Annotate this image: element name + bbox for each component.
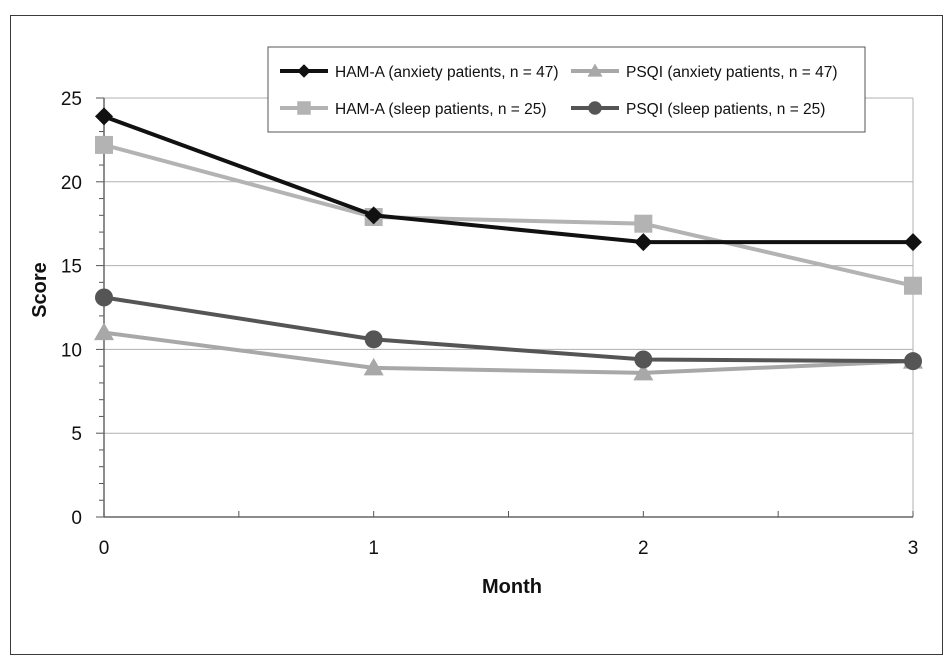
tick-labels: 0 5 10 15 20 25 0 1 2 3 xyxy=(61,89,918,559)
y-tick-label: 0 xyxy=(71,508,82,529)
legend-entry: HAM-A (sleep patients, n = 25) xyxy=(280,101,547,118)
square-marker xyxy=(904,276,922,295)
diamond-marker xyxy=(364,206,383,225)
triangle-marker xyxy=(633,362,654,381)
square-marker xyxy=(95,135,113,154)
circle-marker xyxy=(904,352,922,371)
y-axis-title: Score xyxy=(29,262,51,318)
legend-label: HAM-A (anxiety patients, n = 47) xyxy=(335,64,559,81)
axes xyxy=(96,97,914,518)
legend-box xyxy=(267,46,866,133)
legend-label: PSQI (anxiety patients, n = 47) xyxy=(626,64,838,81)
square-marker xyxy=(634,214,653,233)
series-line xyxy=(103,330,914,375)
line-chart: 0 5 10 15 20 25 0 1 2 3 HAM-A (anxiety patients, … xyxy=(29,46,923,598)
series-line xyxy=(103,295,914,364)
y-tick-label: 10 xyxy=(61,340,82,361)
series-circle xyxy=(95,288,922,371)
diamond-marker xyxy=(95,107,113,126)
legend-entry: PSQI (anxiety patients, n = 47) xyxy=(571,63,838,81)
circle-marker xyxy=(588,101,602,115)
x-tick-label: 3 xyxy=(908,538,919,559)
x-tick-label: 1 xyxy=(368,538,379,559)
triangle-marker xyxy=(363,357,384,376)
legend-entry: PSQI (sleep patients, n = 25) xyxy=(571,101,825,118)
y-tick-label: 20 xyxy=(61,173,82,194)
diamond-marker xyxy=(904,233,922,252)
circle-marker xyxy=(364,330,383,349)
legend-entry: HAM-A (anxiety patients, n = 47) xyxy=(280,64,559,81)
triangle-marker xyxy=(587,63,603,77)
circle-marker xyxy=(634,350,653,369)
square-marker xyxy=(297,101,311,115)
series-diamond xyxy=(95,107,922,252)
series-triangle xyxy=(94,322,923,381)
legend-label: HAM-A (sleep patients, n = 25) xyxy=(335,101,547,118)
y-tick-label: 15 xyxy=(61,257,82,278)
x-tick-label: 0 xyxy=(99,538,110,559)
legend: HAM-A (anxiety patients, n = 47) PSQI (an… xyxy=(267,46,866,133)
diamond-marker xyxy=(634,233,653,252)
triangle-marker xyxy=(94,322,114,341)
series-layer xyxy=(94,107,923,381)
y-tick-label: 5 xyxy=(71,424,82,445)
series-line xyxy=(103,142,914,288)
circle-marker xyxy=(95,288,113,307)
legend-label: PSQI (sleep patients, n = 25) xyxy=(626,101,825,118)
y-tick-label: 25 xyxy=(61,89,82,110)
x-axis-title: Month xyxy=(482,576,542,598)
series-line xyxy=(103,114,913,245)
diamond-marker xyxy=(297,64,311,78)
x-tick-label: 2 xyxy=(638,538,649,559)
